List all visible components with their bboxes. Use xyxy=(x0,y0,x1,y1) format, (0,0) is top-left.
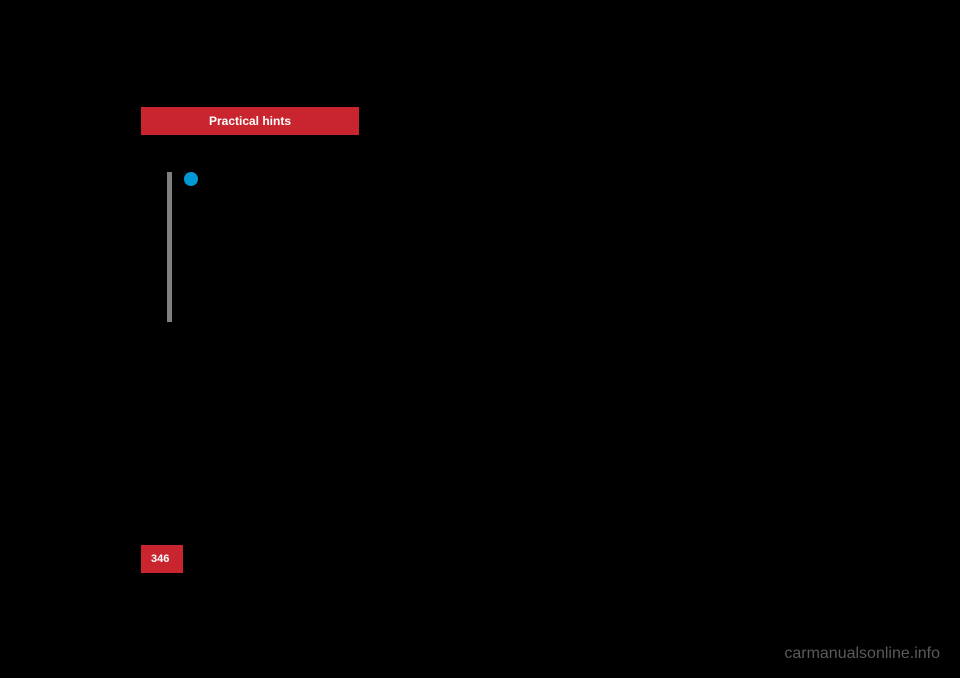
info-bullet-icon xyxy=(184,172,198,186)
page-number: 346 xyxy=(151,553,169,565)
info-callout-section xyxy=(167,172,198,322)
section-header-bar: Practical hints xyxy=(141,107,359,135)
info-vertical-bar xyxy=(167,172,172,322)
section-header-title: Practical hints xyxy=(209,114,291,128)
watermark-text: carmanualsonline.info xyxy=(784,645,940,663)
page-number-box: 346 xyxy=(141,545,183,573)
